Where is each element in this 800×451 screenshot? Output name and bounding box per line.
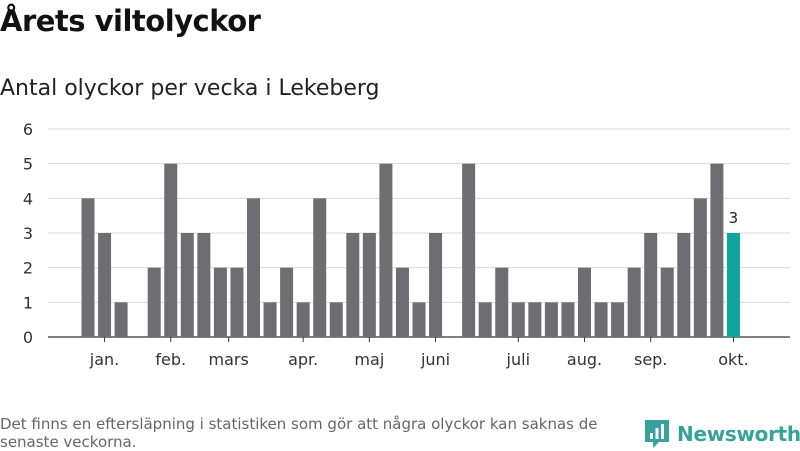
x-tick-label: maj xyxy=(354,350,384,369)
footnote: Det finns en eftersläpning i statistiken… xyxy=(0,415,598,451)
bar xyxy=(346,233,360,337)
bar xyxy=(544,302,558,337)
bar xyxy=(280,267,294,337)
x-tick-label: juli xyxy=(506,350,530,369)
y-tick-label: 5 xyxy=(23,155,33,174)
newsworthy-icon xyxy=(645,420,669,448)
x-tick-label: apr. xyxy=(288,350,318,369)
bar xyxy=(677,233,691,337)
bar-current-week xyxy=(726,233,740,337)
bar xyxy=(429,233,443,337)
bar xyxy=(98,233,112,337)
chart-subtitle: Antal olyckor per vecka i Lekeberg xyxy=(0,76,380,101)
bar xyxy=(213,267,227,337)
bar xyxy=(197,233,211,337)
bar xyxy=(627,267,641,337)
bar xyxy=(478,302,492,337)
bar xyxy=(660,267,674,337)
bar-chart: 0 1 2 3 4 5 6 3 jan. feb. mars apr. maj juni juli aug. s… xyxy=(23,120,790,369)
y-tick-label: 4 xyxy=(23,189,33,208)
bar xyxy=(395,267,409,337)
bar xyxy=(147,267,161,337)
brand-logo[interactable]: Newsworthy xyxy=(645,420,800,448)
y-tick-label: 1 xyxy=(23,293,33,312)
brand-name: Newsworthy xyxy=(677,422,800,446)
bar xyxy=(362,233,376,337)
bar xyxy=(164,163,178,337)
y-tick-label: 2 xyxy=(23,259,33,278)
x-tick-label: mars xyxy=(209,350,249,369)
bar xyxy=(528,302,542,337)
y-tick-label: 3 xyxy=(23,224,33,243)
bar xyxy=(594,302,608,337)
y-tick-label: 0 xyxy=(23,328,33,347)
bar xyxy=(247,198,260,337)
bar xyxy=(561,302,575,337)
bar xyxy=(412,302,426,337)
bar xyxy=(114,302,128,337)
bar xyxy=(263,302,277,337)
bar xyxy=(611,302,625,337)
bar xyxy=(313,198,327,337)
bar xyxy=(710,163,724,337)
bar xyxy=(329,302,343,337)
bar xyxy=(230,267,244,337)
y-tick-label: 6 xyxy=(23,120,33,139)
chart-title: Årets viltolyckor xyxy=(0,4,261,38)
bar xyxy=(180,233,194,337)
x-tick-label: sep. xyxy=(634,350,667,369)
x-tick-label: okt. xyxy=(718,350,748,369)
bar xyxy=(296,302,310,337)
bar xyxy=(495,267,509,337)
bar xyxy=(578,267,591,337)
x-tick-label: juni xyxy=(420,350,450,369)
bar xyxy=(81,198,95,337)
data-label: 3 xyxy=(729,209,739,227)
bar xyxy=(462,163,476,337)
x-tick-label: feb. xyxy=(155,350,186,369)
x-tick-label: aug. xyxy=(567,350,602,369)
x-tick-label: jan. xyxy=(89,350,119,369)
bar xyxy=(644,233,658,337)
bar xyxy=(511,302,525,337)
bar xyxy=(379,163,393,337)
bar xyxy=(693,198,707,337)
